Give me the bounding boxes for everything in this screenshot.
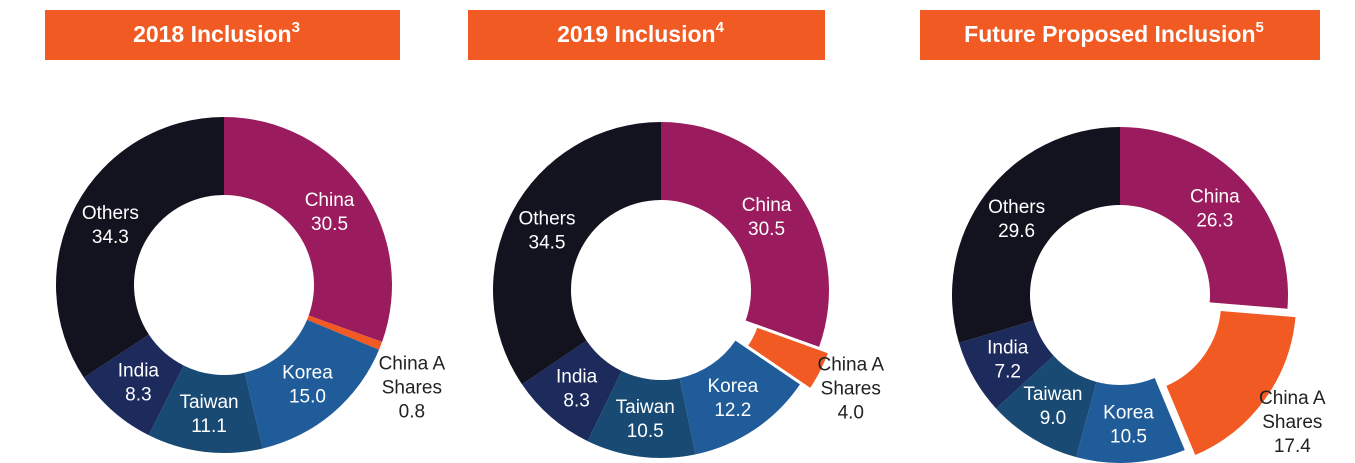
slice-label: China [742,195,792,216]
donut-slice [83,334,184,436]
slice-value: 10.5 [627,421,664,442]
slice-label: China A Shares [1259,388,1326,433]
slice-label: Korea [707,376,758,397]
slice-value: 15.0 [289,386,326,407]
slice-value: 29.6 [998,221,1035,242]
slice-label: Others [988,197,1045,218]
slice-value: 9.0 [1040,408,1066,429]
donut-slice [307,315,383,350]
slice-value: 7.2 [995,362,1021,383]
slice-value: 8.3 [563,391,589,412]
slice-value: 26.3 [1196,211,1233,232]
slice-label: Korea [1103,403,1154,424]
donut-slice [679,340,800,455]
slice-value: 30.5 [748,219,785,240]
slice-label: Taiwan [179,392,238,413]
slice-value: 30.5 [311,214,348,235]
donut-slice [55,117,225,378]
donut-slice [1076,378,1185,463]
donut-slice [996,355,1097,458]
donut-chart: 2018 Inclusion3 China 30.5 China A Shares 0.8… [45,10,446,454]
slice-value: 34.5 [529,233,566,254]
slice-label: Others [82,203,139,224]
title-bar [45,10,400,60]
title-footnote: 3 [292,19,300,36]
title-text: 2018 Inclusion [133,21,292,47]
slice-value: 12.2 [714,400,751,421]
slice-label: China A Shares [818,355,885,400]
slice-label: Taiwan [1023,384,1082,405]
slice-value: 34.3 [92,227,129,248]
slice-label: China [1190,187,1240,208]
slice-label: Korea [282,362,333,383]
slice-label: China A Shares [379,353,446,398]
donut-slice [951,127,1120,343]
slice-label: India [556,367,598,388]
slice-value: 8.3 [125,384,151,405]
slice-value: 10.5 [1110,427,1147,448]
title-text: Future Proposed Inclusion [964,21,1255,47]
donut-slice [224,117,392,342]
donut-slice [661,122,829,347]
title-bar [920,10,1320,60]
slice-value: 0.8 [399,401,425,422]
slice-label: Others [518,209,575,230]
chart-title: 2018 Inclusion3 [133,19,300,47]
donut-slice [493,122,661,385]
title-bar [468,10,825,60]
donut-slice [522,340,622,442]
title-footnote: 5 [1256,19,1264,36]
slice-label: China [305,190,355,211]
chart-title: 2019 Inclusion4 [557,19,725,47]
donut-slice [744,324,832,392]
slice-value: 17.4 [1274,436,1311,457]
donut-slice [1162,307,1299,460]
donut-slice [244,319,380,449]
title-text: 2019 Inclusion [557,21,716,47]
slice-value: 11.1 [191,416,227,437]
donut-slice [1120,127,1288,309]
chart-title: Future Proposed Inclusion5 [964,19,1264,47]
donut-slice [148,365,263,454]
slice-value: 4.0 [838,403,864,424]
donut-chart: 2019 Inclusion4 China 30.5 China A Shares 4.0… [468,10,884,458]
slice-label: India [987,338,1029,359]
title-footnote: 4 [716,19,725,36]
slice-label: India [118,360,160,381]
donut-slice [958,320,1054,409]
donut-chart: Future Proposed Inclusion5 China 26.3 China… [920,10,1326,463]
slice-label: Taiwan [616,397,675,418]
donut-slice [587,370,696,458]
